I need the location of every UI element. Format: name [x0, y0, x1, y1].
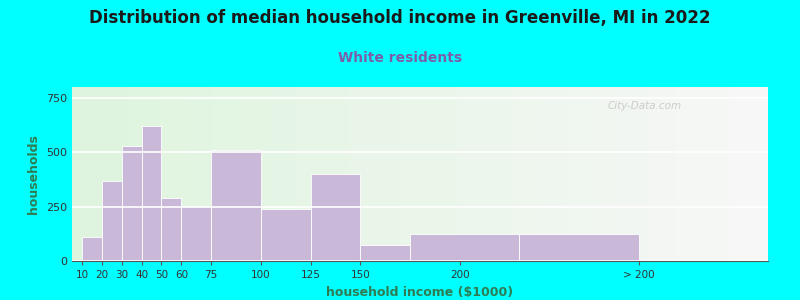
- Bar: [162, 198, 182, 261]
- Bar: [102, 181, 122, 261]
- Bar: [182, 206, 211, 261]
- Bar: [261, 209, 310, 261]
- Bar: [410, 234, 519, 261]
- Text: White residents: White residents: [338, 51, 462, 65]
- Bar: [122, 146, 142, 261]
- Bar: [360, 245, 410, 261]
- Bar: [142, 126, 162, 261]
- Bar: [82, 237, 102, 261]
- Text: Distribution of median household income in Greenville, MI in 2022: Distribution of median household income …: [90, 9, 710, 27]
- X-axis label: household income ($1000): household income ($1000): [326, 286, 514, 298]
- Text: City-Data.com: City-Data.com: [608, 101, 682, 111]
- Bar: [211, 150, 261, 261]
- Y-axis label: households: households: [27, 134, 41, 214]
- Bar: [519, 234, 638, 261]
- Bar: [310, 174, 360, 261]
